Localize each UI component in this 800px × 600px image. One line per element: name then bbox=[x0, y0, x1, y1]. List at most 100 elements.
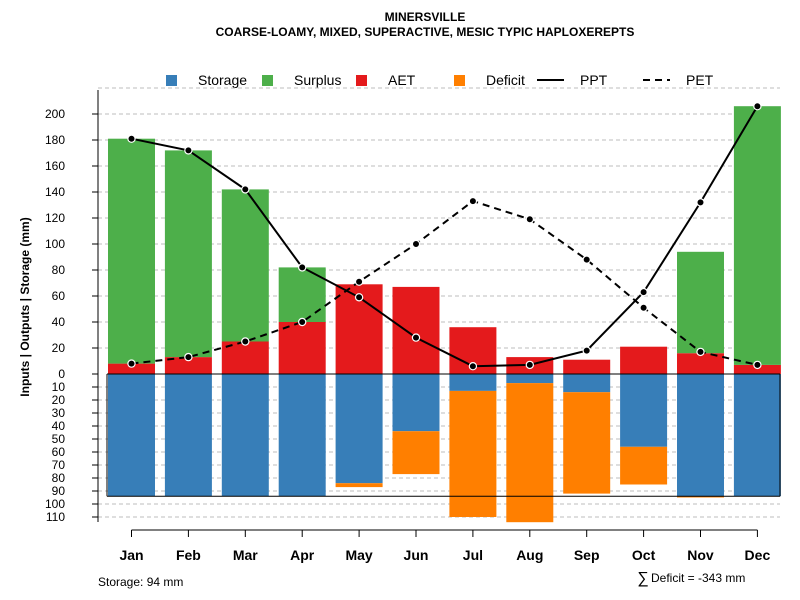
bar-surplus bbox=[677, 251, 724, 354]
bar-deficit bbox=[335, 483, 383, 488]
legend-swatch bbox=[454, 75, 465, 86]
bar-surplus bbox=[108, 138, 155, 364]
bar-deficit bbox=[392, 431, 440, 475]
y-tick-label: 10 bbox=[52, 380, 66, 394]
bars bbox=[106, 106, 781, 523]
bar-aet bbox=[278, 322, 326, 374]
y-tick-label: 20 bbox=[52, 341, 66, 355]
pet-point bbox=[639, 303, 648, 312]
bar-aet bbox=[733, 364, 781, 374]
pet-point bbox=[411, 239, 421, 249]
bar-deficit bbox=[449, 390, 497, 517]
y-tick-label: 0 bbox=[58, 367, 65, 381]
ppt-point bbox=[639, 287, 648, 297]
pet-point bbox=[298, 317, 307, 327]
pet-point bbox=[241, 337, 250, 346]
x-tick-label: Aug bbox=[516, 547, 543, 563]
bar-storage bbox=[278, 374, 326, 497]
bar-storage bbox=[392, 374, 440, 432]
y-tick-label: 60 bbox=[52, 289, 66, 303]
x-tick-label: May bbox=[345, 547, 372, 563]
bar-storage bbox=[335, 374, 383, 484]
sum-icon: ∑ bbox=[637, 570, 648, 587]
pet-point bbox=[127, 359, 136, 368]
ppt-point bbox=[525, 360, 535, 370]
bar-storage bbox=[677, 374, 724, 497]
legend-swatch bbox=[356, 75, 367, 86]
bar-deficit bbox=[506, 383, 554, 523]
bar-storage bbox=[563, 374, 611, 393]
pet-point bbox=[468, 196, 478, 206]
series-lines bbox=[127, 101, 762, 371]
x-tick-label: Jun bbox=[404, 547, 429, 563]
legend-label: Storage bbox=[198, 72, 247, 88]
ppt-point bbox=[753, 101, 762, 111]
y-tick-label: 140 bbox=[45, 185, 65, 199]
bar-deficit bbox=[563, 392, 611, 494]
ppt-point bbox=[582, 346, 591, 355]
bar-storage bbox=[164, 374, 212, 497]
bar-aet bbox=[108, 363, 155, 374]
bar-storage bbox=[733, 374, 781, 497]
pet-point bbox=[696, 347, 705, 357]
y-tick-label: 40 bbox=[52, 419, 66, 433]
y-tick-label: 70 bbox=[52, 458, 66, 472]
legend-label: PPT bbox=[580, 72, 608, 88]
ppt-point bbox=[241, 185, 250, 194]
bar-storage bbox=[221, 374, 269, 497]
pet-point bbox=[354, 277, 364, 286]
x-tick-label: Sep bbox=[574, 547, 600, 563]
ppt-line bbox=[131, 105, 759, 368]
bar-deficit bbox=[677, 496, 724, 498]
bar-storage bbox=[108, 374, 155, 497]
bar-aet bbox=[392, 286, 440, 374]
axes: 0204060801001201401601802001020304050607… bbox=[45, 90, 770, 563]
legend-swatch bbox=[166, 75, 177, 86]
chart-subtitle: COARSE-LOAMY, MIXED, SUPERACTIVE, MESIC … bbox=[216, 25, 635, 39]
pet-point bbox=[184, 352, 193, 362]
y-tick-label: 80 bbox=[52, 471, 66, 485]
bar-surplus bbox=[221, 189, 269, 342]
y-axis-label: Inputs | Outputs | Storage (mm) bbox=[18, 217, 32, 396]
y-tick-label: 80 bbox=[52, 263, 66, 277]
bar-aet bbox=[563, 359, 611, 374]
ppt-point bbox=[127, 134, 136, 143]
bar-aet bbox=[620, 346, 668, 374]
x-tick-label: Oct bbox=[632, 547, 656, 563]
y-tick-label: 180 bbox=[45, 133, 65, 147]
legend-label: PET bbox=[686, 72, 714, 88]
pet-point bbox=[582, 255, 591, 264]
y-tick-label: 40 bbox=[52, 315, 66, 329]
ppt-point bbox=[696, 198, 705, 207]
bar-storage bbox=[620, 374, 668, 447]
x-tick-label: Nov bbox=[687, 547, 714, 563]
chart-title: MINERSVILLE bbox=[385, 10, 466, 24]
y-tick-label: 30 bbox=[52, 406, 66, 420]
y-tick-label: 100 bbox=[45, 237, 65, 251]
pet-point bbox=[753, 360, 762, 370]
ppt-point bbox=[184, 146, 193, 155]
legend-label: Surplus bbox=[294, 72, 341, 88]
bar-deficit bbox=[620, 446, 668, 485]
x-tick-label: Mar bbox=[233, 547, 258, 563]
y-tick-label: 100 bbox=[45, 497, 65, 511]
y-tick-label: 50 bbox=[52, 432, 66, 446]
legend-swatch bbox=[262, 75, 273, 86]
y-tick-label: 90 bbox=[52, 484, 66, 498]
ppt-point bbox=[468, 362, 478, 371]
bar-surplus bbox=[164, 150, 212, 358]
y-tick-label: 160 bbox=[45, 159, 65, 173]
x-tick-label: Feb bbox=[176, 547, 201, 563]
x-tick-label: Dec bbox=[745, 547, 771, 563]
y-tick-label: 200 bbox=[45, 107, 65, 121]
x-tick-label: Jan bbox=[119, 547, 143, 563]
pet-point bbox=[525, 215, 535, 224]
ppt-point bbox=[411, 333, 421, 342]
pet-line bbox=[131, 199, 758, 366]
bar-surplus bbox=[733, 106, 781, 365]
y-tick-label: 20 bbox=[52, 393, 66, 407]
deficit-footnote: Deficit = -343 mm bbox=[651, 571, 745, 585]
bar-aet bbox=[677, 353, 724, 374]
storage-footnote: Storage: 94 mm bbox=[98, 575, 183, 589]
